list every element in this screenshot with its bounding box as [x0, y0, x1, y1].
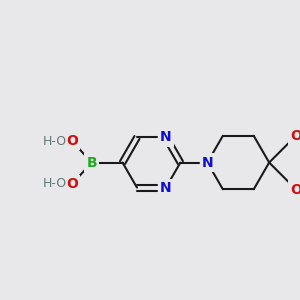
- Text: N: N: [160, 181, 172, 195]
- Text: N: N: [202, 155, 213, 170]
- Text: N: N: [160, 130, 172, 145]
- Text: H-O: H-O: [42, 177, 67, 190]
- Text: O: O: [66, 134, 78, 148]
- Text: H-O: H-O: [42, 135, 67, 148]
- Text: B: B: [86, 155, 97, 170]
- Text: O: O: [66, 177, 78, 191]
- Text: O: O: [290, 183, 300, 196]
- Text: O: O: [290, 128, 300, 142]
